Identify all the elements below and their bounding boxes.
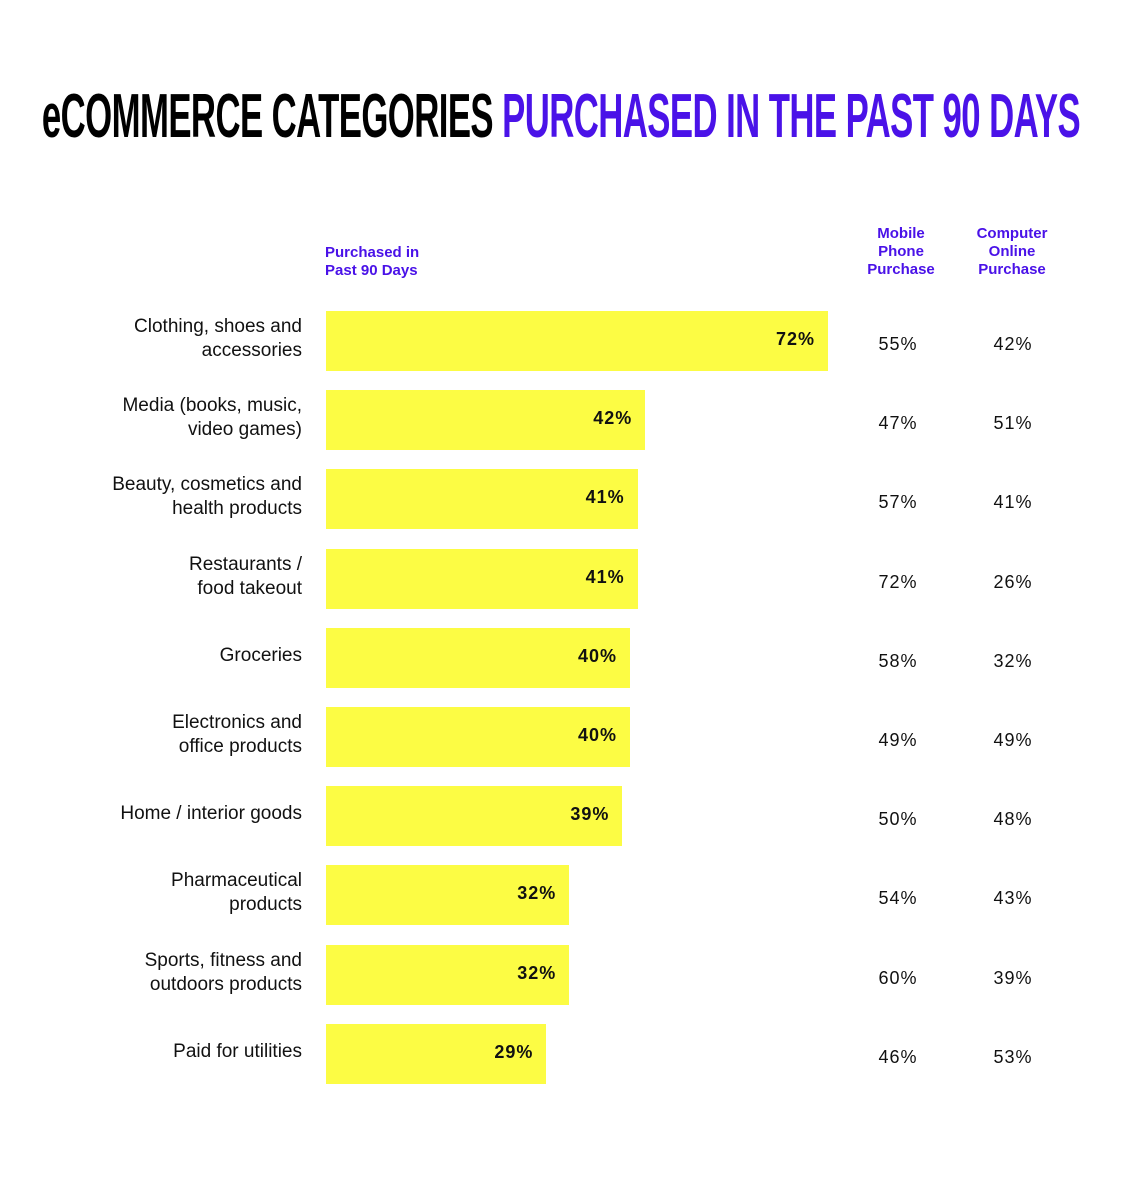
header-purchased: Purchased in Past 90 Days (325, 244, 419, 280)
category-label: Sports, fitness and outdoors products (42, 949, 302, 997)
category-label: Groceries (42, 644, 302, 668)
category-label-line: Media (books, music, (122, 395, 302, 417)
bar-value-label: 29% (494, 1041, 534, 1062)
bar (326, 469, 638, 530)
computer-value: 51% (993, 413, 1033, 434)
mobile-value: 55% (878, 334, 918, 354)
computer-value: 39% (993, 967, 1033, 988)
bar (326, 390, 646, 451)
page-title: eCOMMERCE CATEGORIES PURCHASED IN THE PA… (41, 82, 1081, 151)
bar-value-label: 41% (585, 566, 625, 587)
category-label-line: products (229, 894, 302, 916)
bar (326, 1023, 547, 1084)
bar (326, 944, 570, 1005)
mobile-value: 54% (878, 888, 918, 909)
mobile-value: 50% (878, 809, 918, 830)
bar-value-label: 39% (570, 804, 610, 825)
category-label: Restaurants / food takeout (42, 553, 302, 601)
category-label-line: video games) (187, 419, 302, 441)
category-label-line: Beauty, cosmetics and (112, 474, 302, 496)
bar (326, 865, 570, 926)
category-label-line: outdoors products (149, 973, 302, 995)
category-label-line: Electronics and (172, 712, 302, 733)
computer-value: 26% (993, 571, 1033, 592)
computer-value: 42% (993, 334, 1033, 354)
category-label-line: Restaurants / (189, 553, 302, 575)
category-label-line: accessories (201, 340, 302, 361)
header-mobile: Mobile Phone Purchase (850, 225, 952, 279)
computer-value: 49% (993, 730, 1033, 750)
category-label-line: Pharmaceutical (171, 870, 302, 892)
category-label-line: Clothing, shoes and (134, 316, 302, 337)
header-line: Computer (976, 225, 1048, 242)
bar-value-label: 41% (585, 487, 625, 508)
category-label: Beauty, cosmetics and health products (42, 473, 302, 521)
mobile-value: 72% (878, 571, 918, 592)
category-label: Electronics and office products (42, 711, 302, 759)
bar-value-label: 72% (776, 329, 816, 349)
mobile-value: 58% (878, 650, 918, 671)
category-label: Pharmaceutical products (42, 869, 302, 917)
category-label: Home / interior goods (42, 802, 302, 826)
category-label: Media (books, music, video games) (42, 394, 302, 442)
bar-value-label: 40% (578, 725, 618, 745)
computer-value: 41% (993, 492, 1033, 513)
category-label-line: Groceries (219, 644, 302, 666)
category-label-line: health products (172, 498, 302, 520)
computer-value: 43% (993, 888, 1033, 909)
computer-value: 32% (993, 650, 1033, 671)
bar (326, 311, 828, 371)
category-label-line: office products (178, 736, 302, 757)
computer-value: 48% (993, 809, 1033, 830)
header-line: Phone (878, 243, 924, 260)
header-line: Mobile (877, 225, 925, 242)
header-line: Purchase (867, 261, 935, 278)
header-computer: Computer Online Purchase (961, 225, 1063, 279)
bar-value-label: 32% (517, 883, 557, 904)
mobile-value: 47% (878, 413, 918, 434)
mobile-value: 46% (878, 1046, 918, 1067)
title-part-2: PURCHASED IN THE PAST 90 DAYS (502, 82, 1081, 151)
category-label: Paid for utilities (42, 1040, 302, 1064)
title-part-1: eCOMMERCE CATEGORIES (41, 82, 494, 151)
bar (326, 786, 623, 847)
header-line: Online (988, 243, 1036, 260)
header-line: Past 90 Days (325, 262, 418, 279)
category-label: Clothing, shoes and accessories (42, 315, 302, 363)
bar-value-label: 40% (578, 645, 618, 666)
header-line: Purchased in (325, 244, 420, 261)
category-label-line: food takeout (197, 577, 302, 599)
mobile-value: 49% (878, 730, 918, 750)
bar (326, 707, 630, 767)
mobile-value: 57% (878, 492, 918, 513)
bar-value-label: 42% (593, 408, 633, 429)
computer-value: 53% (993, 1046, 1033, 1067)
bar (326, 548, 638, 609)
category-label-line: Paid for utilities (173, 1040, 302, 1062)
category-label-line: Home / interior goods (120, 803, 302, 825)
mobile-value: 60% (878, 967, 918, 988)
bar-value-label: 32% (517, 962, 557, 983)
category-label-line: Sports, fitness and (144, 949, 302, 971)
header-line: Purchase (978, 261, 1046, 278)
bar (326, 627, 630, 688)
